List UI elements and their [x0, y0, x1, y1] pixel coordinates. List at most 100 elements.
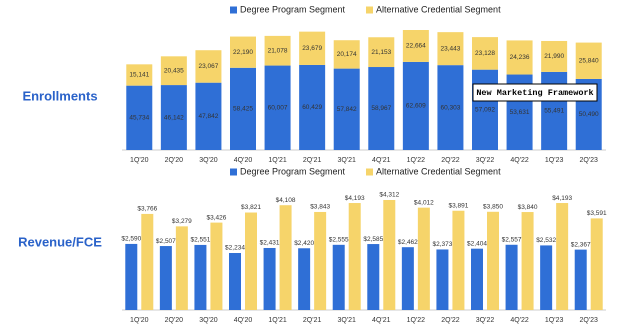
bar — [210, 222, 223, 310]
bar-segment — [402, 30, 429, 62]
legend-label: Degree Program Segment — [240, 4, 346, 14]
value-label: $2,420 — [294, 240, 314, 247]
value-label: 62,609 — [406, 103, 426, 110]
legend-label: Degree Program Segment — [240, 166, 346, 176]
bar-segment — [333, 40, 360, 69]
x-tick-label: 4Q'20 — [234, 157, 253, 164]
x-tick-label: 2Q'23 — [579, 157, 598, 164]
bar-segment — [437, 65, 464, 150]
bar — [540, 245, 553, 310]
value-label: $2,590 — [121, 236, 141, 243]
legend-swatch — [366, 6, 373, 14]
value-label: 23,067 — [198, 63, 218, 70]
bar — [574, 249, 587, 310]
value-label: $2,555 — [329, 237, 349, 244]
bar-segment — [333, 68, 360, 150]
value-label: 20,435 — [164, 67, 184, 74]
bar — [245, 212, 257, 310]
bar-segment — [230, 67, 256, 150]
value-label: $3,426 — [206, 214, 226, 221]
bar-segment — [437, 32, 464, 66]
x-tick-label: 3Q'21 — [337, 317, 356, 324]
annotation: New Marketing Framework — [476, 88, 593, 98]
value-label: $3,850 — [483, 204, 503, 211]
x-tick-label: 2Q'20 — [165, 157, 184, 164]
value-label: $2,373 — [432, 241, 452, 248]
value-label: $3,279 — [172, 218, 192, 225]
value-label: $3,840 — [518, 204, 538, 211]
bar-segment — [126, 64, 153, 86]
x-tick-label: 1Q'20 — [130, 157, 149, 164]
x-tick-label: 1Q'23 — [545, 157, 564, 164]
bar — [401, 247, 414, 310]
legend-label: Alternative Credential Segment — [376, 166, 501, 176]
value-label: 22,190 — [233, 49, 253, 56]
annotation-box — [472, 83, 598, 102]
value-label: 21,990 — [544, 53, 564, 60]
x-tick-label: 2Q'21 — [303, 317, 322, 324]
value-label: $2,557 — [502, 236, 522, 243]
value-label: $4,012 — [414, 199, 434, 206]
value-label: $2,367 — [571, 241, 591, 248]
value-label: 23,679 — [302, 45, 322, 52]
value-label: 23,128 — [475, 50, 495, 57]
x-tick-label: 4Q'21 — [372, 157, 391, 164]
value-label: 45,734 — [129, 115, 149, 122]
bar — [505, 244, 518, 310]
bar-segment — [230, 36, 256, 68]
value-label: $3,766 — [137, 206, 157, 213]
x-tick-label: 3Q'20 — [199, 157, 218, 164]
value-label: 58,425 — [233, 106, 253, 113]
bar-segment — [368, 37, 395, 68]
bar — [556, 203, 569, 310]
value-label: $2,431 — [260, 240, 280, 247]
value-label: $3,843 — [310, 204, 330, 211]
value-label: 46,142 — [164, 114, 184, 121]
bar — [367, 244, 380, 310]
x-tick-label: 1Q'22 — [407, 157, 426, 164]
x-tick-label: 2Q'22 — [441, 157, 460, 164]
bar-segment — [506, 40, 533, 75]
value-label: 15,141 — [129, 72, 149, 79]
x-tick-label: 2Q'23 — [579, 317, 598, 324]
x-tick-label: 3Q'20 — [199, 317, 218, 324]
value-label: $4,312 — [379, 192, 399, 199]
value-label: $2,532 — [536, 237, 556, 244]
value-label: 21,153 — [371, 49, 391, 56]
value-label: 53,631 — [510, 109, 530, 116]
value-label: 22,664 — [406, 43, 426, 50]
bar-segment — [264, 65, 291, 150]
bar-segment — [368, 67, 395, 150]
bar — [436, 249, 449, 310]
value-label: 57,092 — [475, 107, 495, 114]
bar — [521, 212, 534, 310]
x-tick-label: 3Q'22 — [476, 157, 495, 164]
value-label: 47,842 — [198, 113, 218, 120]
bar-segment — [299, 31, 326, 65]
value-label: $2,507 — [156, 238, 176, 245]
value-label: 60,303 — [440, 104, 460, 111]
x-tick-label: 2Q'21 — [303, 157, 322, 164]
x-tick-label: 4Q'22 — [510, 157, 529, 164]
bar — [417, 207, 430, 310]
bar-segment — [402, 61, 429, 150]
bar — [175, 226, 188, 310]
bar — [141, 213, 154, 310]
bar — [125, 243, 138, 310]
value-label: $2,462 — [398, 239, 418, 246]
bar — [332, 244, 345, 310]
bar — [229, 253, 241, 310]
legend-swatch — [366, 168, 373, 176]
value-label: $2,585 — [363, 236, 383, 243]
value-label: $2,234 — [225, 245, 245, 252]
bar-segment — [264, 35, 291, 66]
bar-segment — [160, 56, 187, 86]
value-label: 21,078 — [268, 47, 288, 54]
bar — [279, 205, 292, 310]
bar-segment — [541, 40, 568, 72]
value-label: 23,443 — [440, 45, 460, 52]
value-label: $3,821 — [241, 204, 261, 211]
value-label: $2,404 — [467, 240, 487, 247]
x-tick-label: 1Q'20 — [130, 317, 149, 324]
